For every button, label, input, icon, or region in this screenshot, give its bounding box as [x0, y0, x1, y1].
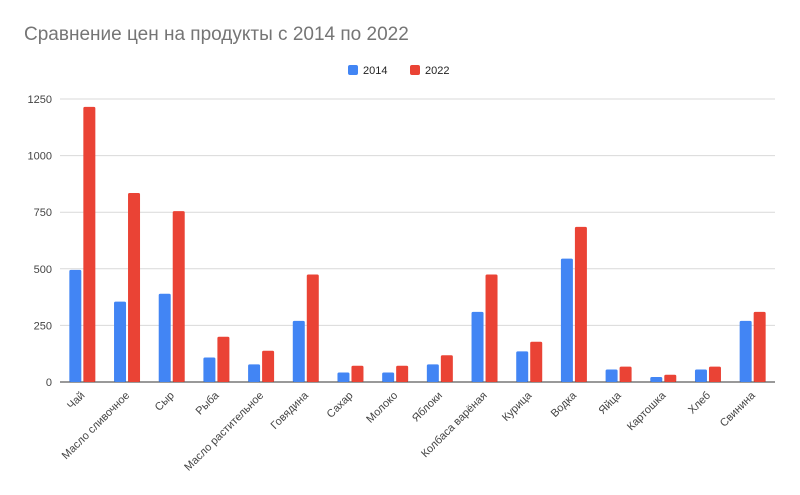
bar-2022-15[interactable] [753, 311, 766, 382]
bar-2014-3[interactable] [203, 357, 216, 382]
x-tick-label: Рыба [194, 389, 222, 417]
bar-2022-8[interactable] [440, 355, 453, 382]
chart-title: Сравнение цен на продукты с 2014 по 2022 [24, 24, 409, 45]
bars [69, 106, 766, 382]
y-tick-label: 1250 [28, 94, 52, 106]
bar-2022-2[interactable] [172, 211, 185, 382]
bar-2014-4[interactable] [248, 364, 261, 382]
legend-label-2022: 2022 [425, 65, 449, 77]
x-tick-label: Картошка [625, 389, 669, 433]
bar-2022-13[interactable] [664, 374, 677, 382]
bar-2022-1[interactable] [128, 192, 141, 382]
bar-2022-6[interactable] [351, 365, 364, 382]
bar-2022-11[interactable] [574, 226, 587, 382]
x-tick-label: Водка [549, 389, 580, 420]
x-tick-label: Масло растительное [182, 390, 266, 474]
x-tick-label: Курица [500, 389, 535, 424]
bar-2014-14[interactable] [694, 369, 707, 382]
y-axis: 0 250 500 750 1000 1250 [28, 94, 52, 389]
bar-2022-7[interactable] [396, 365, 409, 382]
bar-2022-9[interactable] [485, 274, 498, 382]
x-tick-label: Говядина [269, 389, 312, 432]
y-tick-label: 500 [34, 264, 52, 276]
legend-swatch-2014 [348, 65, 358, 75]
x-tick-label: Чай [65, 390, 87, 412]
bar-2014-7[interactable] [382, 372, 395, 382]
legend-label-2014: 2014 [363, 65, 387, 77]
x-tick-label: Свинина [718, 389, 758, 429]
bar-2014-9[interactable] [471, 311, 484, 382]
bar-2014-0[interactable] [69, 269, 82, 382]
bar-2014-13[interactable] [650, 377, 663, 382]
legend[interactable]: 2014 2022 [348, 65, 449, 77]
y-tick-label: 0 [46, 377, 52, 389]
bar-2014-11[interactable] [560, 258, 573, 382]
bar-2014-2[interactable] [158, 293, 171, 382]
x-tick-label: Яйца [596, 389, 624, 417]
bar-2022-10[interactable] [530, 341, 543, 382]
bar-2014-12[interactable] [605, 369, 618, 382]
bar-2014-10[interactable] [516, 351, 529, 382]
x-tick-label: Сыр [153, 390, 177, 414]
bar-2022-4[interactable] [262, 350, 275, 382]
y-tick-label: 250 [34, 320, 52, 332]
bar-2014-1[interactable] [114, 301, 127, 382]
bar-2022-3[interactable] [217, 336, 230, 382]
x-tick-label: Хлеб [686, 390, 713, 417]
bar-2014-8[interactable] [426, 364, 439, 382]
bar-2022-14[interactable] [708, 366, 721, 382]
bar-2014-15[interactable] [739, 320, 752, 382]
bar-2014-5[interactable] [292, 320, 305, 382]
x-tick-label: Молоко [364, 390, 400, 426]
x-tick-label: Сахар [325, 390, 356, 421]
x-tick-label: Яблоки [410, 390, 445, 425]
legend-swatch-2022 [410, 65, 420, 75]
bar-2014-6[interactable] [337, 372, 350, 382]
bar-2022-0[interactable] [83, 106, 96, 382]
bar-2022-12[interactable] [619, 366, 632, 382]
y-tick-label: 750 [34, 207, 52, 219]
bar-2022-5[interactable] [306, 274, 319, 382]
y-tick-label: 1000 [28, 151, 52, 163]
